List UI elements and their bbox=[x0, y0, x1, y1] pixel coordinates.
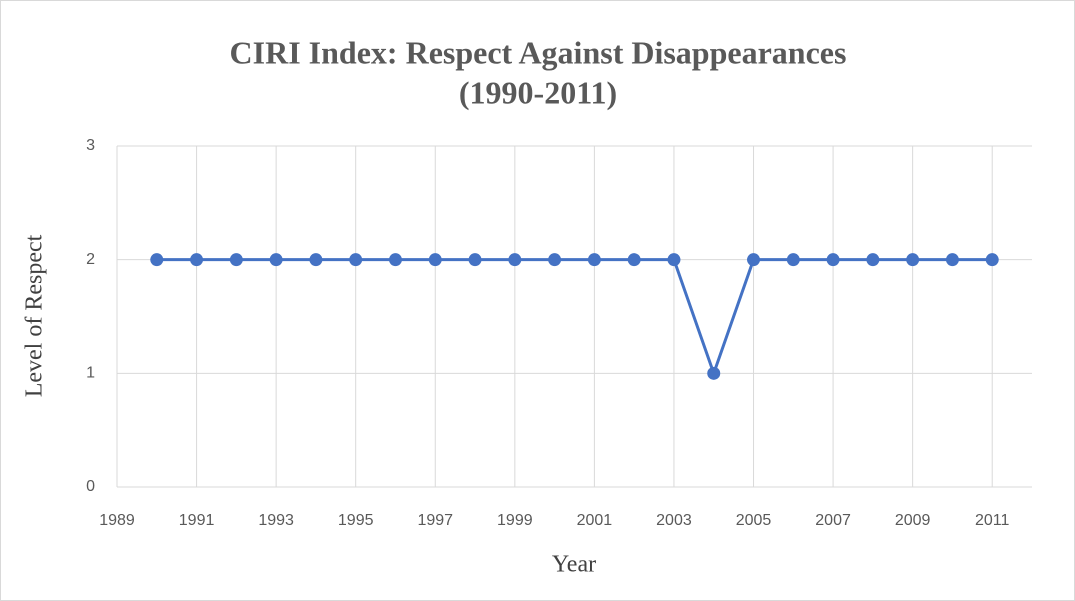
x-tick-label: 2011 bbox=[975, 512, 1010, 529]
y-axis-title: Level of Respect bbox=[22, 234, 48, 397]
x-tick-label: 2001 bbox=[577, 512, 613, 529]
data-point bbox=[786, 253, 800, 267]
chart-title: CIRI Index: Respect Against Disappearanc… bbox=[230, 34, 847, 70]
data-point bbox=[150, 253, 164, 267]
data-point bbox=[587, 253, 601, 267]
x-tick-label: 2007 bbox=[815, 512, 851, 529]
data-point bbox=[945, 253, 959, 267]
data-point bbox=[229, 253, 243, 267]
x-tick-label: 2009 bbox=[895, 512, 931, 529]
data-point bbox=[269, 253, 283, 267]
x-tick-label: 2005 bbox=[736, 512, 772, 529]
x-tick-label: 1995 bbox=[338, 512, 374, 529]
x-tick-label: 1991 bbox=[179, 512, 215, 529]
x-tick-label: 1997 bbox=[417, 512, 453, 529]
data-point bbox=[707, 366, 721, 380]
data-point bbox=[747, 253, 761, 267]
data-point bbox=[826, 253, 840, 267]
x-tick-label: 2003 bbox=[656, 512, 692, 529]
x-tick-label: 1993 bbox=[258, 512, 294, 529]
y-tick-label: 1 bbox=[86, 365, 95, 382]
data-point bbox=[548, 253, 562, 267]
series-line bbox=[156, 258, 993, 378]
data-point bbox=[667, 253, 681, 267]
data-point bbox=[508, 253, 522, 267]
data-point bbox=[309, 253, 323, 267]
data-point bbox=[985, 253, 999, 267]
x-tick-label: 1989 bbox=[99, 512, 135, 529]
data-point bbox=[627, 253, 641, 267]
data-point bbox=[866, 253, 880, 267]
data-point bbox=[349, 253, 363, 267]
x-axis-title: Year bbox=[552, 552, 596, 578]
data-point bbox=[906, 253, 920, 267]
data-point bbox=[468, 253, 482, 267]
data-point bbox=[428, 253, 442, 267]
y-tick-label: 2 bbox=[86, 251, 95, 268]
chart-title: (1990-2011) bbox=[459, 74, 617, 110]
y-tick-label: 3 bbox=[86, 137, 95, 154]
data-point bbox=[388, 253, 402, 267]
x-tick-label: 1999 bbox=[497, 512, 533, 529]
y-tick-label: 0 bbox=[86, 478, 95, 495]
data-point bbox=[190, 253, 204, 267]
